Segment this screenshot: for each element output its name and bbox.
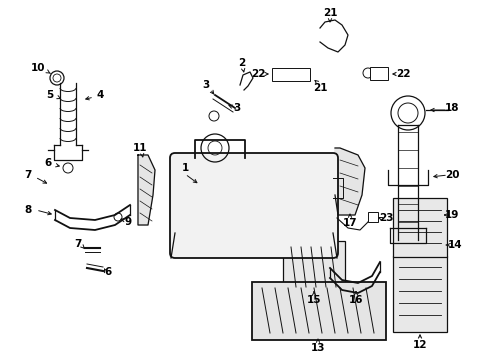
Text: 3: 3 xyxy=(202,80,209,90)
Text: 22: 22 xyxy=(250,69,264,79)
Text: 2: 2 xyxy=(238,58,245,68)
FancyBboxPatch shape xyxy=(251,282,385,340)
Text: 20: 20 xyxy=(444,170,458,180)
Text: 18: 18 xyxy=(444,103,458,113)
FancyBboxPatch shape xyxy=(392,256,446,332)
FancyBboxPatch shape xyxy=(170,153,337,258)
Text: 15: 15 xyxy=(306,295,321,305)
Text: 23: 23 xyxy=(378,213,392,223)
Text: 14: 14 xyxy=(447,240,461,250)
Text: 7: 7 xyxy=(74,239,81,249)
FancyBboxPatch shape xyxy=(283,241,345,293)
Text: 21: 21 xyxy=(312,83,326,93)
Text: 10: 10 xyxy=(31,63,45,73)
Text: 12: 12 xyxy=(412,340,427,350)
Text: 9: 9 xyxy=(124,217,131,227)
Text: 11: 11 xyxy=(132,143,147,153)
Text: 21: 21 xyxy=(322,8,337,18)
Text: 8: 8 xyxy=(24,205,32,215)
Polygon shape xyxy=(138,155,155,225)
Text: 6: 6 xyxy=(44,158,52,168)
Bar xyxy=(271,68,309,81)
Text: 1: 1 xyxy=(181,163,188,173)
Text: 13: 13 xyxy=(310,343,325,353)
Bar xyxy=(369,67,387,80)
Text: 19: 19 xyxy=(444,210,458,220)
Text: 3: 3 xyxy=(233,103,240,113)
Text: 16: 16 xyxy=(348,295,363,305)
Bar xyxy=(367,212,377,222)
Text: 7: 7 xyxy=(24,170,32,180)
FancyBboxPatch shape xyxy=(392,198,446,257)
Text: 17: 17 xyxy=(342,218,357,228)
Text: 22: 22 xyxy=(395,69,409,79)
Text: 5: 5 xyxy=(46,90,54,100)
Polygon shape xyxy=(334,148,364,215)
Text: 4: 4 xyxy=(96,90,103,100)
Text: 6: 6 xyxy=(104,267,111,277)
